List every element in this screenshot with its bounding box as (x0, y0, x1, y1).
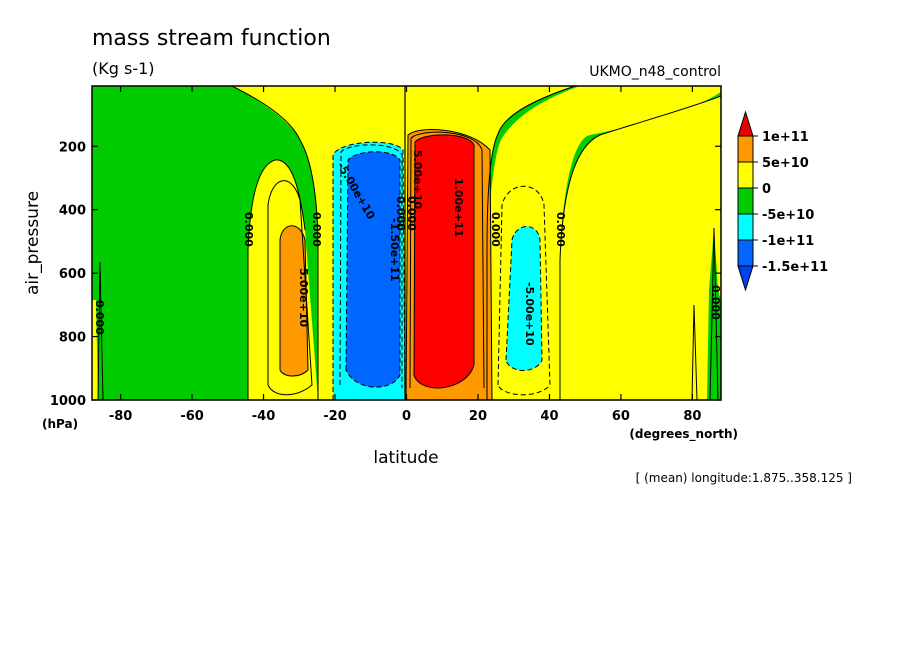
chart-subtitle: (Kg s-1) (92, 59, 155, 78)
x-axis-ticks: -80 -60 -40 -20 0 20 40 60 80 (109, 86, 701, 424)
y-tick-label: 200 (59, 140, 86, 155)
contour-zero-ferrel-s (247, 159, 306, 400)
south-hadley-blue (345, 151, 401, 388)
y-tick-label: 1000 (50, 394, 86, 409)
x-tick-label: -20 (323, 409, 347, 424)
contour-labels: 0.000 0.000 0.000 0.000 0.000 0.000 5.00… (93, 150, 722, 346)
chart-title: mass stream function (92, 26, 331, 51)
zero-band-north (487, 86, 721, 400)
run-label: UKMO_n48_control (589, 64, 721, 80)
colorbar-swatch (737, 239, 754, 267)
south-pole-strip (92, 300, 98, 400)
x-axis-label: latitude (373, 448, 438, 468)
contour-label: 0.000 (394, 196, 407, 231)
contour-label: 5.00e+10 (411, 150, 424, 209)
contour-n-hadley-mid (409, 131, 485, 389)
colorbar-label: -5e+10 (762, 208, 814, 223)
x-tick-label: 0 (402, 409, 411, 424)
contour-zero-south (231, 86, 319, 400)
contour-label: 0.000 (93, 300, 106, 335)
contour-sfer-inner (267, 180, 313, 396)
colorbar-label: -1e+11 (762, 234, 814, 249)
colorbar-label: -1.5e+11 (762, 260, 828, 275)
plot-area (92, 86, 721, 400)
contour-nfer-inner (497, 185, 551, 396)
x-tick-label: -60 (180, 409, 204, 424)
y-axis-label: air_pressure (23, 191, 43, 295)
y-tick-label: 600 (59, 267, 86, 282)
footnote: [ (mean) longitude:1.875..358.125 ] (636, 471, 852, 485)
colorbar-label: 1e+11 (762, 130, 809, 145)
y-axis-ticks: 200 400 600 800 1000 (50, 140, 721, 409)
contour-s-hadley-mid (339, 144, 403, 388)
y-tick-label: 800 (59, 331, 86, 346)
contour-label: -5.00e+10 (523, 282, 536, 346)
colorbar-top-arrow (737, 110, 754, 137)
x-tick-label: -80 (109, 409, 133, 424)
colorbar-swatch (737, 213, 754, 241)
contour-label: 0.000 (554, 212, 567, 247)
colorbar-swatch (737, 135, 754, 163)
zero-band-north-high (560, 96, 721, 400)
colorbar-label: 5e+10 (762, 156, 809, 171)
colorbar-swatch (737, 161, 754, 189)
contour-label: 1.00e+11 (452, 178, 465, 237)
contour-pole-south (97, 261, 104, 400)
y-unit: (hPa) (42, 417, 78, 431)
contour-label: 0.000 (242, 212, 255, 247)
x-tick-label: 60 (612, 409, 630, 424)
contour-zero-ferrel-n (559, 95, 721, 400)
contour-label: 0.000 (310, 212, 323, 247)
x-tick-label: -40 (252, 409, 276, 424)
x-tick-label: 80 (683, 409, 701, 424)
colorbar-legend: 1e+11 5e+10 0 -5e+10 -1e+11 -1.5e+11 (737, 110, 828, 292)
colorbar-label: 0 (762, 182, 771, 197)
south-ferrel-orange (279, 225, 309, 377)
colorbar-bottom-arrow (737, 265, 754, 292)
contour-label: 0.000 (405, 196, 418, 231)
north-hadley-red (413, 134, 475, 389)
x-unit: (degrees_north) (629, 427, 738, 442)
contour-zero-north (486, 86, 576, 400)
x-tick-label: 20 (469, 409, 487, 424)
y-tick-label: 400 (59, 204, 86, 219)
north-ferrel-cyan (505, 226, 543, 371)
colorbar-swatch (737, 187, 754, 215)
contour-label: 5.00e+10 (297, 268, 310, 327)
contour-label: 0.000 (709, 285, 722, 320)
x-tick-label: 40 (540, 409, 558, 424)
contour-label: -1.50e+11 (388, 218, 401, 282)
contour-label: 0.000 (489, 212, 502, 247)
contour-pole-north (691, 227, 719, 400)
